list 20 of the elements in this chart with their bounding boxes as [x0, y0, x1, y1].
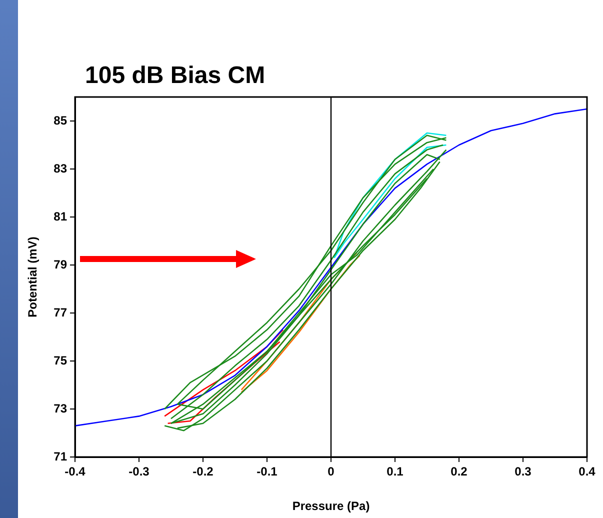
- y-tick-label: 85: [54, 113, 68, 128]
- y-tick-label: 73: [54, 401, 68, 416]
- y-axis-title: Potential (mV): [26, 236, 40, 318]
- chart-title: 105 dB Bias CM: [85, 62, 266, 90]
- y-tick-label: 75: [54, 353, 68, 368]
- y-tick-label: 77: [54, 305, 68, 320]
- y-tick-label: 81: [54, 209, 68, 224]
- x-tick-label: -0.2: [192, 464, 214, 479]
- x-tick-label: -0.1: [256, 464, 278, 479]
- y-tick-label: 71: [54, 449, 68, 464]
- x-tick-label: 0.2: [450, 464, 468, 479]
- x-tick-label: 0.4: [578, 464, 596, 479]
- x-tick-label: -0.4: [64, 464, 86, 479]
- x-tick-label: -0.3: [128, 464, 150, 479]
- x-tick-label: 0: [328, 464, 335, 479]
- y-tick-label: 83: [54, 161, 68, 176]
- x-axis-title: Pressure (Pa): [292, 499, 370, 514]
- y-tick-label: 79: [54, 257, 68, 272]
- x-tick-label: 0.3: [514, 464, 532, 479]
- x-tick-label: 0.1: [386, 464, 404, 479]
